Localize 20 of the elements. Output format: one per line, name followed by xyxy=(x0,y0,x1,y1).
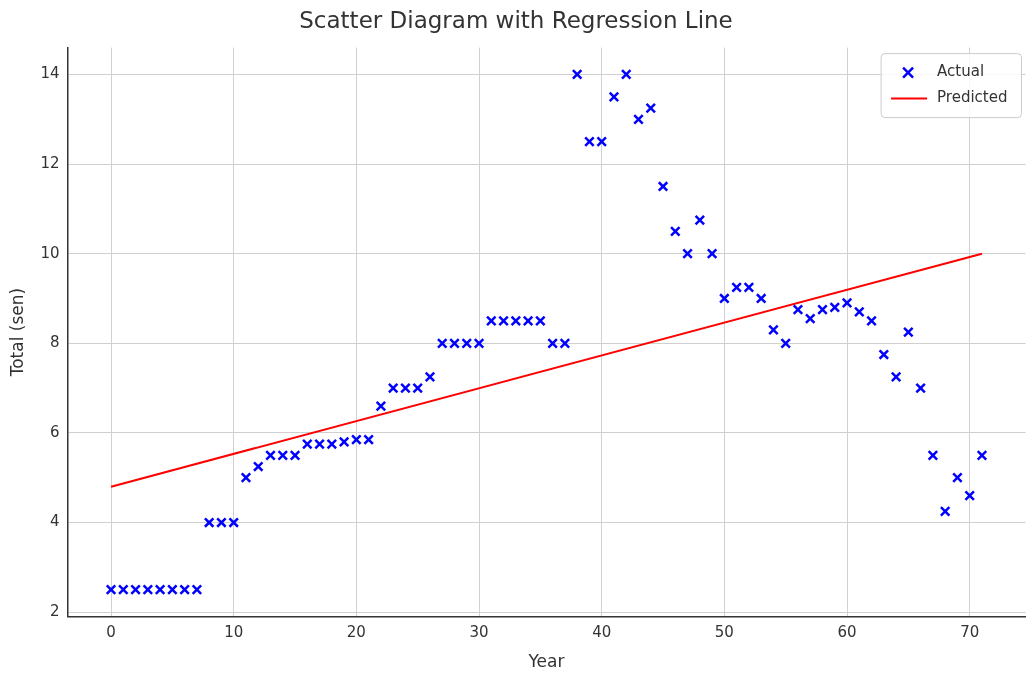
x-tick-label: 50 xyxy=(714,623,734,642)
legend-label: Actual xyxy=(937,62,985,81)
y-tick-label: 2 xyxy=(49,602,60,621)
x-tick-label: 60 xyxy=(837,623,857,642)
chart-title: Scatter Diagram with Regression Line xyxy=(299,6,733,33)
y-tick-label: 4 xyxy=(49,512,60,531)
y-tick-label: 12 xyxy=(40,153,60,172)
y-tick-label: 8 xyxy=(49,333,60,352)
legend-label: Predicted xyxy=(937,88,1008,107)
x-tick-label: 20 xyxy=(346,623,366,642)
x-tick-label: 70 xyxy=(960,623,980,642)
y-tick-label: 10 xyxy=(40,243,60,262)
x-tick-label: 0 xyxy=(106,623,116,642)
x-tick-label: 10 xyxy=(224,623,244,642)
y-tick-label: 6 xyxy=(49,422,60,441)
y-tick-label: 14 xyxy=(40,64,60,83)
y-axis-title: Total (sen) xyxy=(6,287,27,378)
x-tick-label: 40 xyxy=(592,623,612,642)
x-tick-label: 30 xyxy=(469,623,489,642)
x-axis-title: Year xyxy=(527,651,565,672)
